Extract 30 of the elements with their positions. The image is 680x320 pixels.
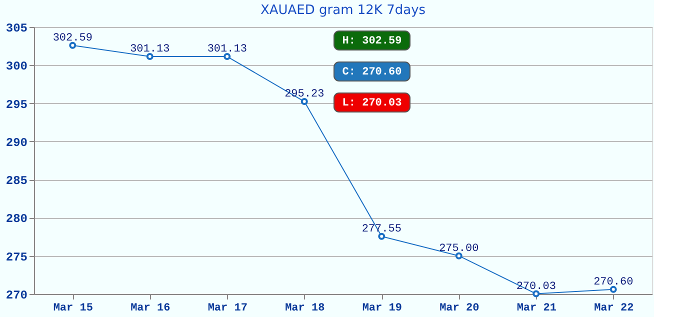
y-tick-label: 305 [6, 22, 28, 36]
point [69, 42, 76, 49]
y-tick-label: 285 [6, 174, 28, 188]
x-tick-label: Mar 18 [285, 302, 326, 314]
data-label: 275.00 [439, 242, 479, 255]
chart-title: XAUAED gram 12K 7days [260, 3, 426, 18]
y-tick-label: 270 [6, 288, 28, 302]
annotation: L: 270.03 [342, 98, 402, 110]
y-tick-label: 280 [6, 212, 28, 226]
data-label: 302.59 [52, 32, 92, 44]
y-tick-label: 275 [6, 250, 28, 264]
y-tick-label: 295 [6, 98, 28, 112]
x-tick-label: Mar 20 [440, 302, 480, 314]
y-tick-label: 290 [6, 136, 28, 150]
x-tick-label: Mar 19 [362, 302, 402, 314]
x-tick-label: Mar 16 [130, 302, 170, 314]
data-label: 301.13 [130, 44, 170, 56]
x-tick-label: Mar 21 [516, 302, 557, 314]
annotation: C: 270.60 [342, 66, 402, 78]
point [455, 252, 462, 260]
data-label: 301.13 [207, 44, 247, 56]
data-label: 270.60 [594, 276, 634, 288]
x-tick-label: Mar 15 [53, 302, 94, 314]
x-tick-label: Mar 22 [594, 302, 634, 314]
point [224, 53, 231, 60]
point [146, 53, 154, 60]
annotation: H: 302.59 [342, 36, 402, 48]
x-tick-label: Mar 17 [208, 302, 248, 314]
y-tick-label: 300 [6, 60, 28, 74]
point [610, 286, 617, 293]
